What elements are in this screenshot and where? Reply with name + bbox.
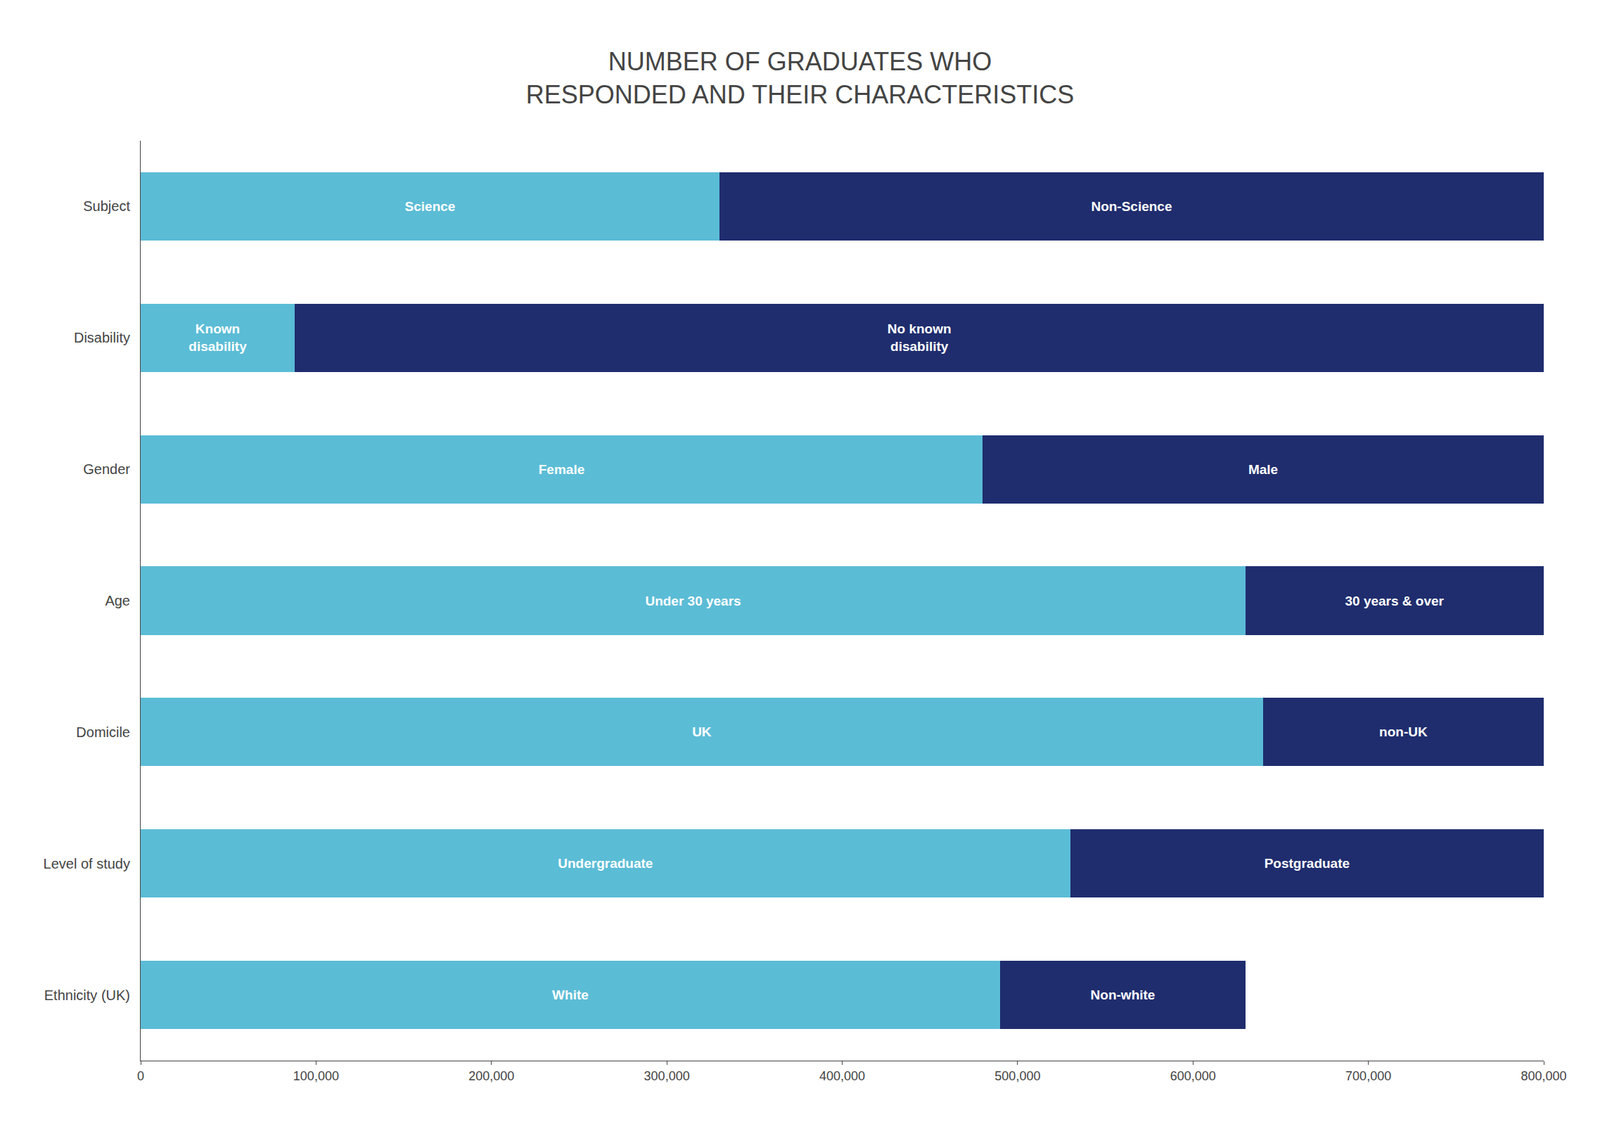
svg-text:700,000: 700,000 (1345, 1069, 1392, 1084)
svg-text:Science: Science (405, 199, 456, 214)
svg-text:800,000: 800,000 (1520, 1069, 1567, 1084)
svg-text:No knowndisability: No knowndisability (887, 321, 952, 354)
svg-text:Non-white: Non-white (1090, 987, 1156, 1003)
svg-text:600,000: 600,000 (1170, 1069, 1216, 1084)
svg-text:Knowndisability: Knowndisability (188, 321, 247, 354)
svg-text:Domicile: Domicile (75, 724, 131, 740)
svg-text:non-UK: non-UK (1379, 724, 1428, 740)
svg-text:500,000: 500,000 (994, 1069, 1041, 1084)
svg-text:300,000: 300,000 (644, 1069, 690, 1084)
svg-text:Undergraduate: Undergraduate (557, 855, 653, 871)
svg-text:Subject: Subject (82, 198, 131, 214)
svg-text:Gender: Gender (82, 461, 131, 477)
svg-text:0: 0 (137, 1069, 145, 1084)
svg-text:Level of study: Level of study (43, 855, 131, 872)
svg-text:100,000: 100,000 (293, 1069, 339, 1084)
svg-text:200,000: 200,000 (468, 1069, 515, 1084)
svg-text:Male: Male (1248, 462, 1278, 477)
svg-text:400,000: 400,000 (819, 1069, 866, 1084)
svg-text:30 years & over: 30 years & over (1344, 593, 1444, 609)
svg-text:Non-Science: Non-Science (1090, 199, 1172, 214)
svg-text:Female: Female (538, 462, 585, 477)
svg-text:Under 30 years: Under 30 years (644, 593, 741, 609)
svg-text:Ethnicity (UK): Ethnicity (UK) (44, 987, 131, 1003)
svg-text:White: White (552, 987, 589, 1003)
svg-text:UK: UK (692, 724, 712, 740)
svg-text:Disability: Disability (73, 329, 131, 346)
svg-text:NUMBER OF GRADUATES WHORESPOND: NUMBER OF GRADUATES WHORESPONDED AND THE… (526, 47, 1074, 110)
svg-text:Postgraduate: Postgraduate (1264, 855, 1350, 871)
svg-text:Age: Age (104, 592, 131, 609)
